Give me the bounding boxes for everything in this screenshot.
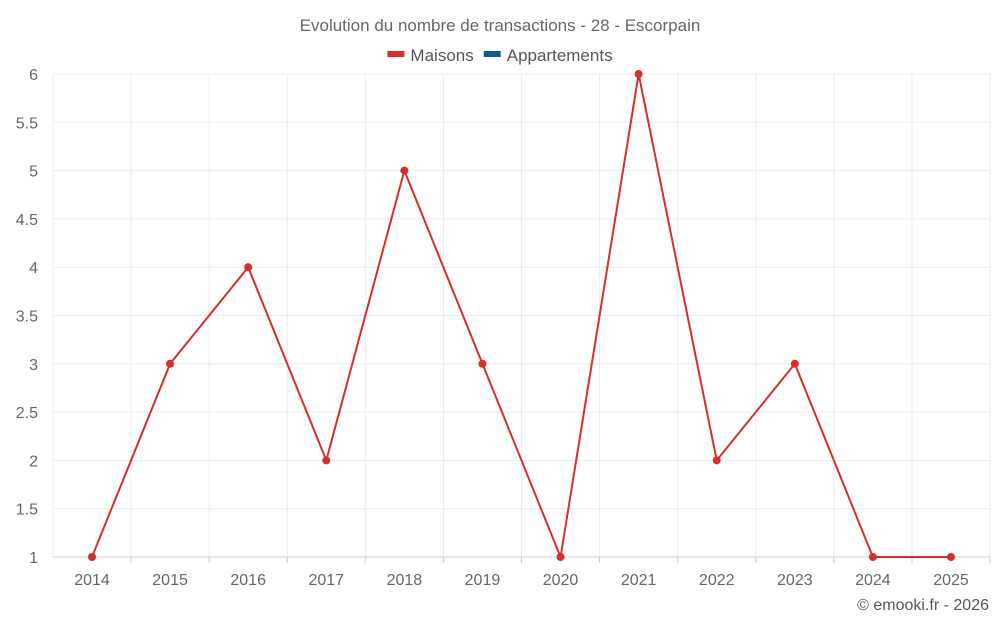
data-point[interactable]: [478, 359, 487, 368]
data-point[interactable]: [634, 70, 643, 78]
axes: 1 1.5 2 2.5 3 3.5 4 4.5 5 5.5 6 2014 2015 2016 2017 201…: [16, 67, 991, 589]
y-tick-label: 2: [29, 453, 38, 470]
y-tick-label: 6: [29, 67, 38, 84]
data-point[interactable]: [556, 553, 565, 561]
y-tick-label: 1: [29, 550, 38, 567]
y-tick-label: 3.5: [16, 309, 38, 326]
legend-label[interactable]: Maisons: [410, 46, 473, 65]
data-point[interactable]: [790, 359, 799, 368]
x-tick-label: 2014: [74, 572, 110, 589]
x-tick-label: 2020: [543, 572, 579, 589]
x-tick-label: 2019: [465, 572, 501, 589]
legend-swatch[interactable]: [483, 51, 501, 57]
x-tick-label: 2016: [230, 572, 266, 589]
x-tick-label: 2015: [152, 572, 188, 589]
x-tick-label: 2022: [699, 572, 735, 589]
chart-title: Evolution du nombre de transactions - 28…: [300, 16, 701, 35]
legend-swatch[interactable]: [387, 51, 405, 57]
x-tick-label: 2024: [855, 572, 891, 589]
x-tick-label: 2023: [777, 572, 813, 589]
y-tick-label: 4: [29, 260, 38, 277]
data-point[interactable]: [868, 553, 877, 561]
data-point[interactable]: [88, 553, 96, 561]
legend: Maisons Appartements: [387, 46, 613, 65]
y-tick-label: 4.5: [16, 212, 38, 229]
data-point[interactable]: [244, 263, 253, 272]
data-point[interactable]: [166, 359, 175, 368]
grid: [52, 73, 991, 557]
series-layer: [88, 70, 955, 561]
series-line-maisons: [91, 73, 951, 561]
data-point[interactable]: [322, 456, 331, 465]
x-tick-label: 2018: [387, 572, 423, 589]
y-tick-label: 5.5: [16, 115, 38, 132]
legend-label[interactable]: Appartements: [507, 46, 613, 65]
credit-text: © emooki.fr - 2026: [857, 597, 989, 614]
x-tick-label: 2025: [933, 572, 969, 589]
x-tick-label: 2017: [308, 572, 344, 589]
y-tick-label: 5: [29, 164, 38, 181]
y-tick-label: 1.5: [16, 502, 38, 519]
data-point[interactable]: [947, 553, 955, 561]
data-point[interactable]: [400, 166, 409, 175]
y-tick-label: 2.5: [16, 405, 38, 422]
y-tick-label: 3: [29, 357, 38, 374]
x-tick-label: 2021: [621, 572, 657, 589]
data-point[interactable]: [712, 456, 721, 465]
